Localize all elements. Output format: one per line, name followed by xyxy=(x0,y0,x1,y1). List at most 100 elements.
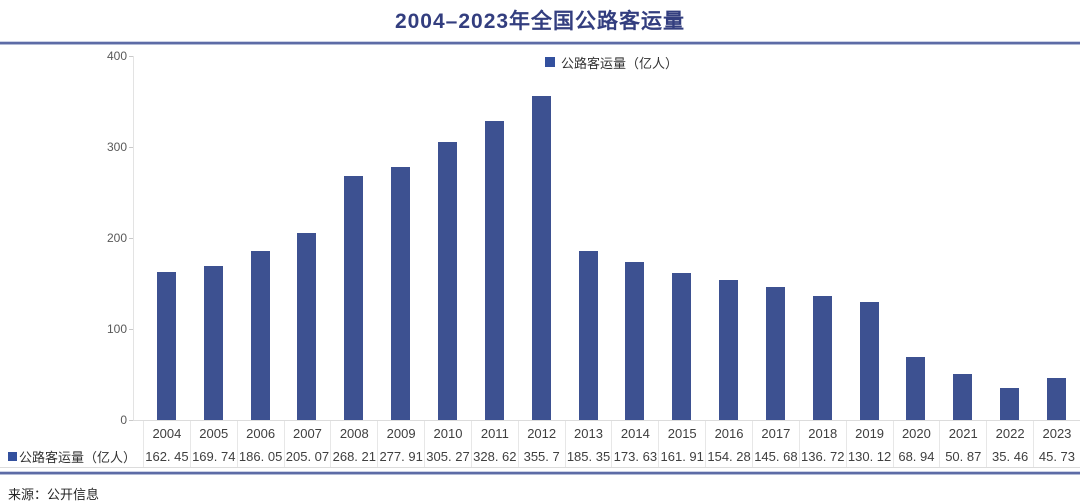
year-cell-2009: 2009 xyxy=(377,421,424,446)
bar-2023 xyxy=(1046,378,1066,420)
legend-square-icon xyxy=(544,57,555,67)
y-axis-label-300: 300 xyxy=(106,140,127,154)
year-cell-2019: 2019 xyxy=(845,421,893,446)
table-corner-cell xyxy=(0,421,143,446)
data-table: 2004 2005 2006 2007 2008 2009 2010 2011 2012 2013… xyxy=(0,421,1080,468)
bar-2006 xyxy=(250,250,270,420)
year-cell-2006: 2006 xyxy=(236,421,284,446)
year-cell-2007: 2007 xyxy=(283,421,331,446)
bar-2014 xyxy=(625,262,645,420)
year-cell-2012: 2012 xyxy=(517,421,565,446)
bar-slot-2007 xyxy=(284,56,331,420)
value-cell-2015: 161. 91 xyxy=(658,446,705,467)
bar-2021 xyxy=(953,373,973,420)
table-series-label-text: 公路客运量（亿人） xyxy=(19,450,137,465)
value-cell-2023: 45. 73 xyxy=(1033,446,1080,467)
value-cell-2013: 185. 35 xyxy=(564,446,612,467)
value-cell-2011: 328. 62 xyxy=(470,446,518,467)
source-note: 来源：公开信息 xyxy=(8,487,100,502)
bar-slot-2013 xyxy=(565,56,612,420)
bar-2010 xyxy=(437,142,457,420)
bar-2004 xyxy=(156,272,176,420)
year-cell-2020: 2020 xyxy=(892,421,940,446)
bar-slot-2016 xyxy=(705,56,752,420)
bar-2013 xyxy=(578,251,598,420)
value-cell-2004: 162. 45 xyxy=(143,446,190,467)
bar-2018 xyxy=(812,295,832,420)
table-row-values: 公路客运量（亿人） 162. 45 169. 74 186. 05 205. 07 26… xyxy=(0,446,1080,468)
bar-2008 xyxy=(344,175,364,420)
value-cell-2020: 68. 94 xyxy=(892,446,940,467)
top-divider xyxy=(0,41,1080,45)
year-cell-2021: 2021 xyxy=(939,421,986,446)
year-cell-2011: 2011 xyxy=(470,421,518,446)
value-cell-2019: 130. 12 xyxy=(845,446,893,467)
value-cell-2016: 154. 28 xyxy=(705,446,752,467)
legend-label: 公路客运量（亿人） xyxy=(560,55,678,71)
y-axis-label-0: 0 xyxy=(120,413,127,427)
bar-2019 xyxy=(859,301,879,420)
year-cell-2008: 2008 xyxy=(330,421,377,446)
value-cell-2018: 136. 72 xyxy=(798,446,846,467)
bar-2015 xyxy=(672,272,692,420)
year-cell-2022: 2022 xyxy=(986,421,1033,446)
bar-slot-2008 xyxy=(330,56,377,420)
value-cell-2008: 268. 21 xyxy=(330,446,377,467)
y-axis-tick-400 xyxy=(129,56,134,57)
bar-2011 xyxy=(484,121,504,420)
year-cell-2016: 2016 xyxy=(705,421,752,446)
bar-slot-2017 xyxy=(752,56,799,420)
y-axis-tick-200 xyxy=(129,238,134,239)
table-series-label: 公路客运量（亿人） xyxy=(0,446,143,467)
bar-slot-2019 xyxy=(846,56,893,420)
year-cell-2005: 2005 xyxy=(189,421,237,446)
value-cell-2012: 355. 7 xyxy=(517,446,565,467)
bar-2007 xyxy=(297,233,317,420)
x-axis-line xyxy=(133,420,1080,421)
legend: 公路客运量（亿人） xyxy=(143,53,1080,71)
year-cell-2014: 2014 xyxy=(611,421,658,446)
bar-slot-2020 xyxy=(893,56,940,420)
value-cell-2017: 145. 68 xyxy=(751,446,799,467)
value-cell-2022: 35. 46 xyxy=(986,446,1033,467)
page-title: 2004–2023年全国公路客运量 xyxy=(394,10,686,33)
bar-slot-2011 xyxy=(471,56,518,420)
y-axis-label-200: 200 xyxy=(106,231,127,245)
year-cell-2013: 2013 xyxy=(564,421,612,446)
bar-slot-2014 xyxy=(611,56,658,420)
y-axis-tick-0 xyxy=(129,420,134,421)
series-square-icon xyxy=(8,452,17,461)
bar-chart-area: 公路客运量（亿人） 0 100 200 300 400 xyxy=(0,44,1080,427)
value-cell-2005: 169. 74 xyxy=(189,446,237,467)
year-cell-2023: 2023 xyxy=(1033,421,1080,446)
value-cell-2010: 305. 27 xyxy=(424,446,471,467)
bar-2005 xyxy=(203,265,223,420)
bottom-divider xyxy=(0,471,1080,475)
y-axis-line xyxy=(133,56,134,420)
bar-slot-2023 xyxy=(1033,56,1080,420)
year-cell-2015: 2015 xyxy=(658,421,705,446)
bar-slot-2005 xyxy=(190,56,237,420)
y-axis-tick-100 xyxy=(129,329,134,330)
bar-slot-2018 xyxy=(799,56,846,420)
bar-slot-2004 xyxy=(143,56,190,420)
bar-slot-2022 xyxy=(986,56,1033,420)
bar-2016 xyxy=(719,279,739,420)
year-cell-2010: 2010 xyxy=(424,421,471,446)
y-axis-tick-300 xyxy=(129,147,134,148)
year-cell-2004: 2004 xyxy=(143,421,190,446)
table-row-years: 2004 2005 2006 2007 2008 2009 2010 2011 2012 2013… xyxy=(0,421,1080,446)
y-axis-label-100: 100 xyxy=(106,322,127,336)
value-cell-2006: 186. 05 xyxy=(236,446,284,467)
bar-slot-2006 xyxy=(237,56,284,420)
bar-2012 xyxy=(531,96,551,420)
y-axis-label-400: 400 xyxy=(106,49,127,63)
year-cell-2017: 2017 xyxy=(751,421,799,446)
bar-slot-2009 xyxy=(377,56,424,420)
value-cell-2009: 277. 91 xyxy=(377,446,424,467)
bar-2009 xyxy=(391,167,411,420)
bar-slot-2010 xyxy=(424,56,471,420)
bar-slot-2012 xyxy=(518,56,565,420)
bars-plot xyxy=(143,56,1080,420)
